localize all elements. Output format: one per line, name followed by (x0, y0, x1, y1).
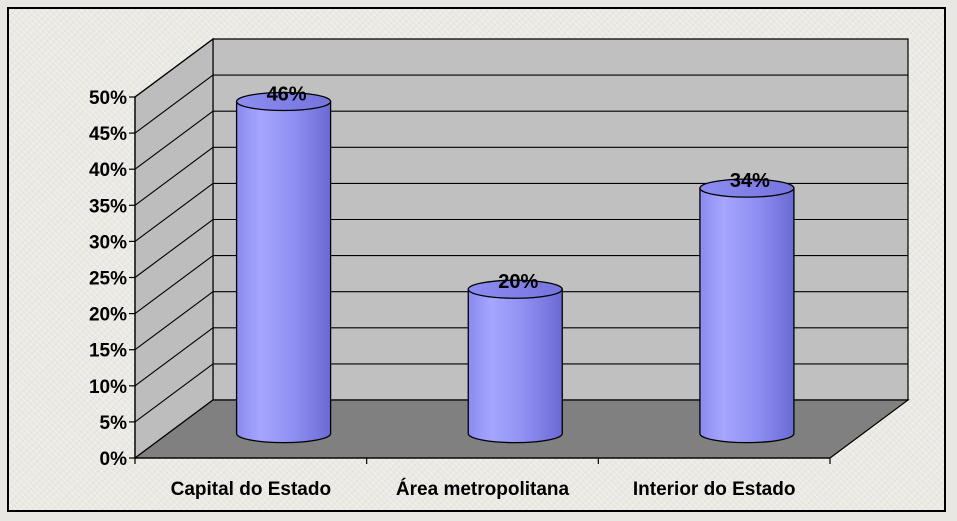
y-tick-label: 20% (89, 305, 127, 326)
bar-cylinder (467, 279, 563, 444)
gridline (134, 182, 908, 242)
gridline (134, 291, 908, 351)
gridline (134, 110, 908, 170)
x-category-label: Área metropolitana (396, 478, 570, 500)
y-tick-label: 45% (89, 124, 127, 145)
y-tick-label: 25% (89, 269, 127, 290)
data-labels: 46% 20% 34% (267, 84, 771, 294)
bar-top (699, 178, 795, 198)
gridline (134, 327, 908, 387)
bar-top (235, 91, 332, 112)
bar-series (235, 91, 795, 444)
x-category-label: Interior do Estado (633, 479, 796, 500)
axes (129, 96, 831, 464)
x-category-label: Capital do Estado (171, 479, 331, 500)
data-label: 46% (267, 84, 307, 106)
y-tick-label: 0% (100, 449, 128, 470)
y-tick-label: 10% (89, 377, 127, 398)
y-tick-label: 40% (89, 160, 127, 181)
y-tick-label: 50% (89, 88, 127, 109)
y-tick-label: 5% (100, 413, 128, 434)
gridlines (134, 38, 908, 423)
data-label: 20% (498, 271, 538, 293)
x-category-labels: Capital do Estado Área metropolitana Inter… (171, 478, 796, 500)
bar-body (699, 187, 795, 444)
bar-cylinder (235, 91, 332, 444)
y-tick-label: 15% (89, 341, 127, 362)
bar-body (235, 100, 332, 444)
y-tick-label: 30% (89, 232, 127, 253)
gridline (134, 255, 908, 315)
data-label: 34% (730, 170, 770, 192)
bar-cylinder (699, 178, 795, 444)
gridline (134, 74, 908, 134)
gridline (134, 38, 908, 98)
gridline (134, 218, 908, 278)
bar-body (467, 288, 563, 444)
y-tick-label: 35% (89, 196, 127, 217)
bar-top (467, 279, 563, 299)
gridline (134, 363, 908, 423)
gridline (134, 146, 908, 206)
y-tick-labels: 0% 5% 10% 15% 20% 25% 30% 35% 40% 45% 50% (89, 88, 127, 470)
